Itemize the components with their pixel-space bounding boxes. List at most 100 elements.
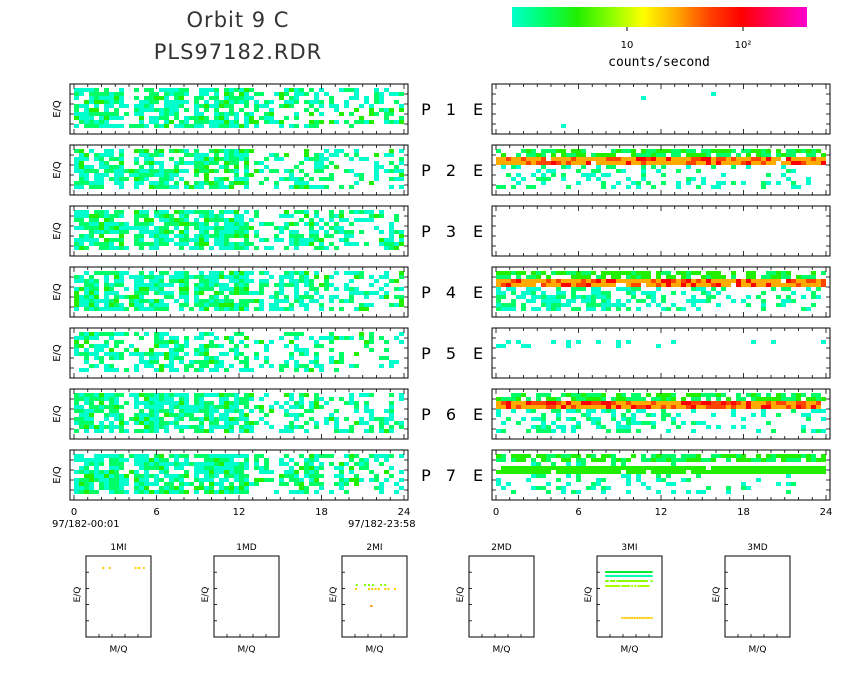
heat-cell	[309, 112, 314, 116]
heat-cell	[806, 149, 811, 153]
heat-cell	[776, 454, 781, 458]
heat-cell	[229, 429, 234, 433]
heat-cell	[661, 454, 666, 458]
heat-cell	[79, 490, 84, 494]
heat-cell	[279, 238, 284, 242]
heat-cell	[264, 344, 269, 348]
heat-cell	[179, 291, 184, 295]
heat-cell	[94, 108, 99, 112]
heat-cell	[761, 279, 766, 283]
heat-cell	[766, 397, 771, 401]
heat-cell	[199, 470, 204, 474]
heat-cell	[319, 226, 324, 230]
heat-cell	[109, 214, 114, 218]
heat-cell	[671, 466, 676, 470]
heat-cell	[74, 112, 79, 116]
heat-cell	[114, 393, 119, 397]
heat-cell	[124, 429, 129, 433]
heat-cell	[314, 287, 319, 291]
heat-cell	[79, 214, 84, 218]
heat-cell	[109, 458, 114, 462]
heat-cell	[199, 222, 204, 226]
heat-cell	[721, 157, 726, 161]
heat-cell	[99, 157, 104, 161]
heat-cell	[84, 462, 89, 466]
heat-cell	[194, 466, 199, 470]
heat-cell	[294, 344, 299, 348]
heat-cell	[79, 279, 84, 283]
heat-cell	[234, 161, 239, 165]
heat-cell	[641, 177, 646, 181]
heat-cell	[144, 401, 149, 405]
heat-cell	[511, 307, 516, 311]
heat-cell	[516, 466, 521, 470]
heat-cell	[364, 466, 369, 470]
heat-cell	[309, 462, 314, 466]
heat-cell	[264, 470, 269, 474]
heat-cell	[384, 348, 389, 352]
heat-cell	[219, 360, 224, 364]
e-panel-grid	[491, 83, 831, 501]
heat-cell	[781, 153, 786, 157]
heat-cell	[99, 409, 104, 413]
heat-cell	[209, 246, 214, 250]
heat-cell	[284, 409, 289, 413]
heat-cell	[229, 279, 234, 283]
heat-cell	[716, 279, 721, 283]
heat-cell	[144, 413, 149, 417]
heat-cell	[129, 393, 134, 397]
heat-cell	[636, 161, 641, 165]
heat-cell	[184, 279, 189, 283]
heat-cell	[279, 92, 284, 96]
heat-cell	[601, 486, 606, 490]
heat-cell	[636, 421, 641, 425]
mass-panel-title: 3MI	[621, 543, 637, 553]
heat-cell	[119, 405, 124, 409]
heat-cell	[389, 466, 394, 470]
heat-cell	[681, 161, 686, 165]
heat-cell	[239, 92, 244, 96]
heat-cell	[631, 393, 636, 397]
heat-cell	[571, 149, 576, 153]
heat-cell	[344, 287, 349, 291]
heat-cell	[154, 397, 159, 401]
heat-cell	[766, 161, 771, 165]
heat-cell	[214, 108, 219, 112]
heat-cell	[786, 287, 791, 291]
heat-cell	[79, 409, 84, 413]
heat-cell	[721, 181, 726, 185]
heat-cell	[189, 246, 194, 250]
heat-cell	[194, 303, 199, 307]
heat-cell	[99, 421, 104, 425]
heat-cell	[249, 242, 254, 246]
heat-cell	[576, 474, 581, 478]
heat-cell	[199, 405, 204, 409]
heat-cell	[199, 421, 204, 425]
heat-cell	[269, 108, 274, 112]
heat-cell	[399, 340, 404, 344]
heat-cell	[84, 153, 89, 157]
heat-cell	[109, 466, 114, 470]
heat-cell	[179, 104, 184, 108]
heat-cell	[716, 157, 721, 161]
heat-cell	[631, 153, 636, 157]
mass-point	[380, 584, 383, 586]
colorbar-gradient	[512, 7, 807, 27]
heat-cell	[616, 307, 621, 311]
heat-cell	[384, 291, 389, 295]
heat-cell	[576, 283, 581, 287]
heat-cell	[169, 120, 174, 124]
heat-cell	[304, 368, 309, 372]
heat-cell	[611, 401, 616, 405]
heat-cell	[119, 153, 124, 157]
heat-cell	[184, 238, 189, 242]
heat-cell	[696, 299, 701, 303]
heat-cell	[244, 466, 249, 470]
heat-cell	[661, 478, 666, 482]
heat-cell	[134, 470, 139, 474]
heat-cell	[756, 393, 761, 397]
heat-cell	[369, 112, 374, 116]
heat-cell	[229, 425, 234, 429]
